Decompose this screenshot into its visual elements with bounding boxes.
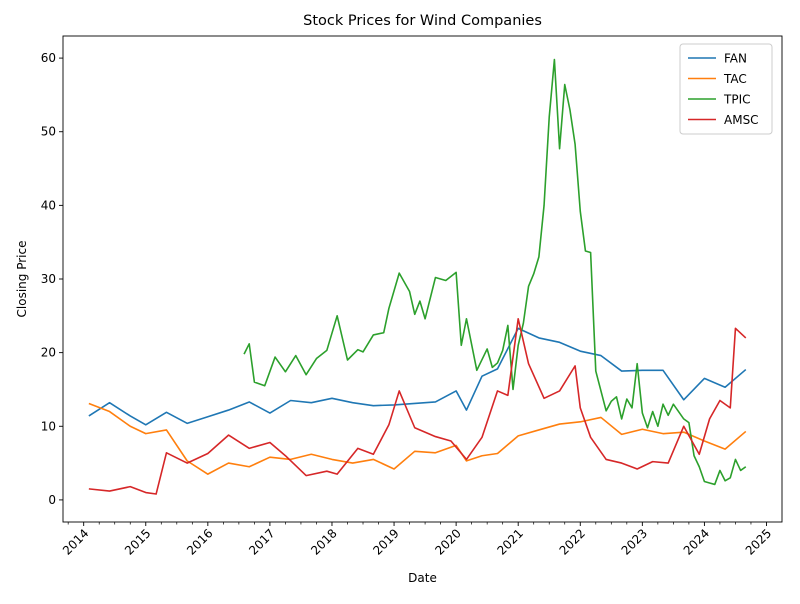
x-tick-label: 2022 — [557, 526, 588, 557]
x-tick-label: 2021 — [494, 526, 525, 557]
x-tick-label: 2025 — [743, 526, 774, 557]
x-axis-title: Date — [408, 571, 437, 585]
y-tick-label: 20 — [41, 346, 56, 360]
y-tick-label: 0 — [48, 493, 56, 507]
x-tick-label: 2016 — [184, 526, 215, 557]
y-tick-label: 50 — [41, 125, 56, 139]
x-tick-label: 2019 — [370, 526, 401, 557]
x-tick-label: 2017 — [246, 526, 277, 557]
series-line-tac — [88, 402, 747, 475]
y-tick-label: 40 — [41, 198, 56, 212]
legend-label-tpic: TPIC — [723, 93, 750, 107]
legend-label-tac: TAC — [723, 72, 747, 86]
x-tick-label: 2018 — [308, 526, 339, 557]
x-tick-label: 2024 — [681, 526, 712, 557]
x-tick-label: 2015 — [122, 526, 153, 557]
series-line-tpic — [243, 58, 747, 486]
chart-title: Stock Prices for Wind Companies — [303, 13, 542, 29]
y-tick-label: 30 — [41, 272, 56, 286]
x-tick-label: 2023 — [619, 526, 650, 557]
legend-label-fan: FAN — [724, 52, 747, 66]
series-line-fan — [88, 327, 747, 426]
y-tick-label: 10 — [41, 419, 56, 433]
series-line-amsc — [88, 317, 747, 495]
x-tick-label: 2020 — [432, 526, 463, 557]
legend-label-amsc: AMSC — [724, 113, 759, 127]
y-axis-title: Closing Price — [15, 241, 29, 318]
legend-box — [679, 43, 773, 135]
x-tick-label: 2014 — [60, 526, 91, 557]
legend: FAN TAC TPIC AMSC — [679, 43, 773, 135]
plot-area — [88, 58, 747, 495]
y-tick-label: 60 — [41, 51, 56, 65]
